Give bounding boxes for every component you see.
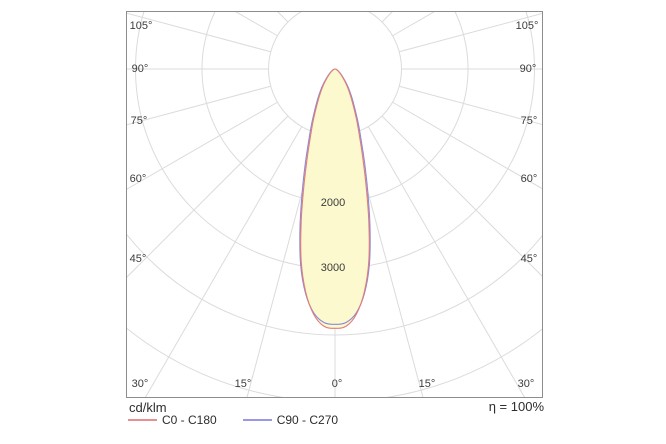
ring-label-backing (318, 260, 348, 274)
angle-label: 75° (131, 115, 148, 127)
chart-legend: C0 - C180 C90 - C270 (128, 413, 364, 427)
angle-label: 45° (130, 253, 147, 265)
angle-label: 75° (521, 115, 538, 127)
polar-plot-area: 2000 3000 105° 90° 75° 60° 45° 30° 15° 0° 15° 30° 10… (126, 11, 543, 398)
angle-label: 105° (516, 20, 539, 32)
angle-label: 0° (332, 378, 343, 390)
efficiency-label: η = 100% (488, 399, 544, 414)
angle-label: 90° (132, 63, 149, 75)
angle-label: 15° (235, 378, 252, 390)
grid-radial-line (392, 101, 542, 190)
grid-radial-line (399, 85, 542, 125)
c0-c180-curve (300, 68, 370, 329)
units-label: cd/klm (129, 400, 167, 415)
angle-label: 30° (132, 378, 149, 390)
legend-label-c90-c270: C90 - C270 (276, 413, 339, 427)
grid-radial-line (351, 133, 424, 397)
grid-radial-line (399, 13, 542, 53)
angle-label: 45° (521, 253, 538, 265)
c0-c180-line-swatch (128, 419, 157, 421)
grid-radial-line (127, 101, 278, 190)
grid-radial-line (145, 126, 303, 397)
angle-label: 90° (520, 63, 537, 75)
legend-label-c0-c180: C0 - C180 (162, 413, 217, 427)
angle-label: 30° (518, 378, 535, 390)
ring-value-label: 3000 (321, 262, 345, 274)
grid-radial-line (127, 85, 271, 126)
angle-label: 60° (521, 173, 538, 185)
angle-label: 60° (130, 173, 147, 185)
ring-value-label: 2000 (321, 197, 345, 209)
angle-label: 15° (419, 378, 436, 390)
ring-label-backing (318, 195, 348, 209)
angle-label: 105° (130, 20, 153, 32)
polar-grid: 2000 3000 (127, 12, 542, 397)
grid-radial-line (127, 115, 289, 278)
grid-radial-line (381, 115, 542, 277)
c90-c270-line-swatch (242, 419, 272, 421)
polar-intensity-chart: 2000 3000 105° 90° 75° 60° 45° 30° 15° 0° 15° 30° 10… (127, 12, 542, 397)
grid-radial-line (127, 12, 271, 53)
grid-radial-line (367, 126, 525, 397)
grid-radial-line (246, 133, 319, 397)
